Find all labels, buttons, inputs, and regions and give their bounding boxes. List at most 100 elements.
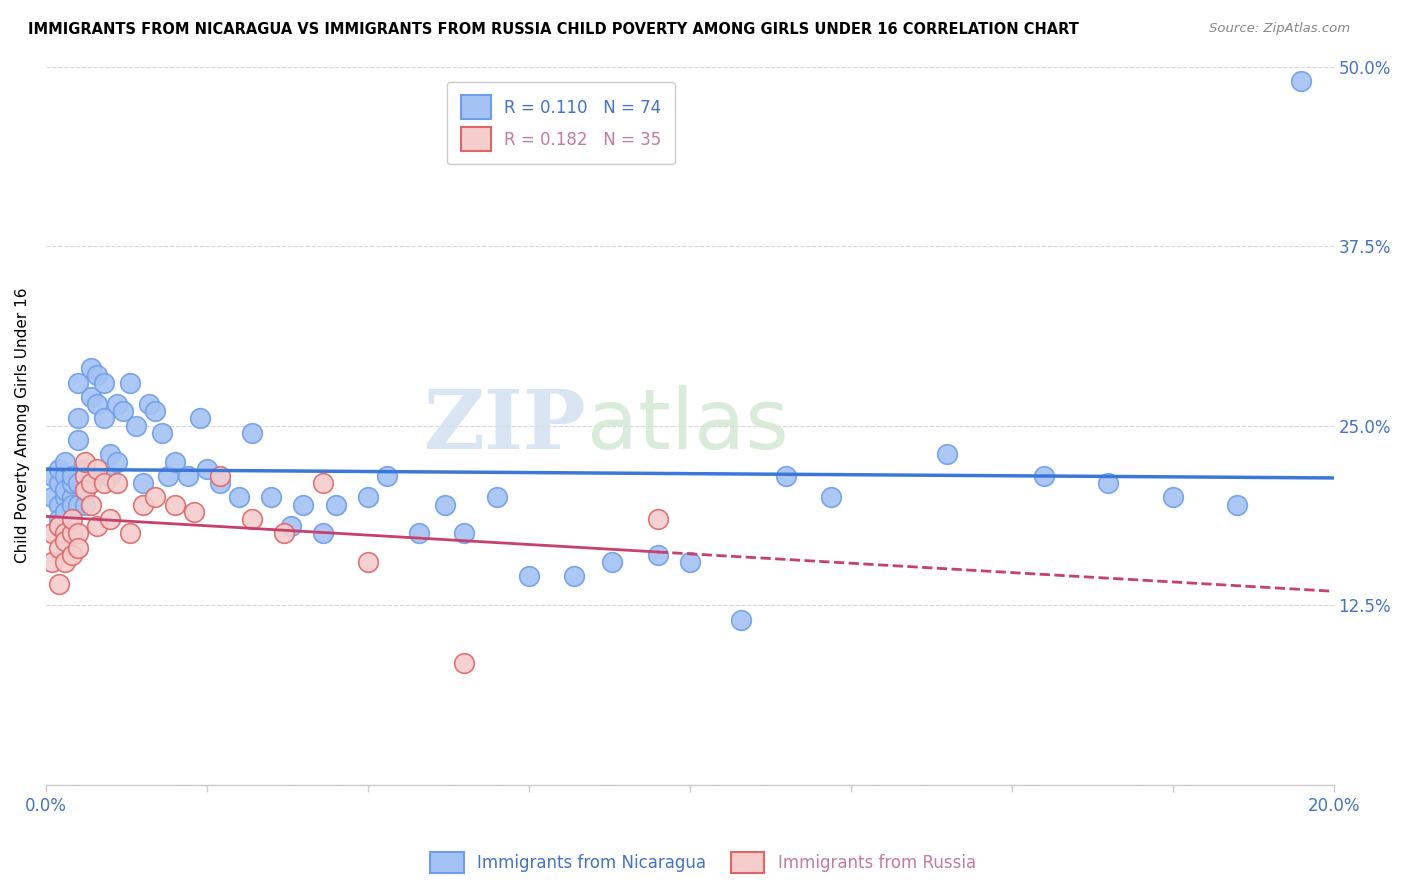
Point (80, 476, 103, 491)
Point (93, 411, 115, 425)
Point (41, 491, 63, 505)
Point (48, 512, 70, 526)
Point (86, 462, 108, 476)
Point (647, 512, 669, 526)
Point (48, 498, 70, 512)
Point (53, 483, 76, 498)
Point (145, 491, 167, 505)
Y-axis label: Child Poverty Among Girls Under 16: Child Poverty Among Girls Under 16 (15, 288, 30, 564)
Point (73, 498, 96, 512)
Point (48, 519, 70, 533)
Point (73, 469, 96, 483)
Point (80, 469, 103, 483)
Point (176, 469, 198, 483)
Point (48, 576, 70, 591)
Point (73, 462, 96, 476)
Point (86, 397, 108, 411)
Point (453, 656, 475, 670)
Point (312, 476, 335, 491)
Point (1161, 491, 1184, 505)
Point (163, 454, 186, 468)
Point (67, 498, 90, 512)
Point (67, 411, 90, 425)
Point (273, 526, 295, 541)
Point (53, 555, 76, 569)
Point (1097, 476, 1119, 491)
Point (48, 541, 70, 555)
Point (60, 491, 83, 505)
Point (647, 548, 669, 562)
Point (86, 368, 108, 383)
Point (157, 469, 180, 483)
Point (434, 498, 457, 512)
Point (60, 526, 83, 541)
Point (453, 526, 475, 541)
Point (357, 491, 380, 505)
Point (93, 476, 115, 491)
Point (73, 483, 96, 498)
Point (408, 526, 430, 541)
Point (41, 555, 63, 569)
Point (208, 469, 231, 483)
Point (86, 519, 108, 533)
Point (240, 512, 263, 526)
Point (131, 498, 153, 512)
Point (163, 498, 186, 512)
Point (67, 376, 90, 390)
Point (67, 526, 90, 541)
Point (93, 376, 115, 390)
Point (190, 411, 212, 425)
Point (60, 498, 83, 512)
Point (602, 555, 624, 569)
Point (517, 569, 540, 583)
Point (138, 397, 160, 411)
Point (562, 569, 585, 583)
Point (1291, 74, 1313, 88)
Point (80, 361, 103, 376)
Point (260, 491, 283, 505)
Point (1226, 498, 1249, 512)
Point (98, 512, 121, 526)
Point (1032, 469, 1054, 483)
Point (48, 476, 70, 491)
Legend: Immigrants from Nicaragua, Immigrants from Russia: Immigrants from Nicaragua, Immigrants fr… (423, 846, 983, 880)
Point (730, 613, 752, 627)
Point (775, 469, 797, 483)
Point (60, 469, 83, 483)
Point (67, 476, 90, 491)
Point (112, 404, 135, 418)
Point (60, 476, 83, 491)
Point (125, 418, 148, 433)
Point (67, 433, 90, 447)
Legend: R = 0.110   N = 74, R = 0.182   N = 35: R = 0.110 N = 74, R = 0.182 N = 35 (447, 82, 675, 164)
Point (53, 454, 76, 468)
Point (67, 541, 90, 555)
Point (60, 548, 83, 562)
Point (98, 469, 121, 483)
Point (679, 555, 702, 569)
Point (228, 491, 250, 505)
Point (375, 469, 398, 483)
Point (41, 469, 63, 483)
Point (280, 519, 302, 533)
Point (73, 483, 96, 498)
Point (195, 462, 218, 476)
Point (80, 498, 103, 512)
Text: IMMIGRANTS FROM NICARAGUA VS IMMIGRANTS FROM RUSSIA CHILD POVERTY AMONG GIRLS UN: IMMIGRANTS FROM NICARAGUA VS IMMIGRANTS … (28, 22, 1078, 37)
Point (208, 476, 231, 491)
Point (41, 526, 63, 541)
Point (292, 498, 315, 512)
Point (53, 505, 76, 519)
Point (118, 376, 141, 390)
Text: Source: ZipAtlas.com: Source: ZipAtlas.com (1209, 22, 1350, 36)
Text: atlas: atlas (586, 385, 789, 467)
Point (240, 425, 263, 440)
Point (53, 526, 76, 541)
Point (53, 469, 76, 483)
Point (936, 447, 959, 461)
Point (183, 505, 205, 519)
Point (53, 533, 76, 548)
Point (325, 498, 347, 512)
Point (312, 526, 335, 541)
Point (357, 555, 380, 569)
